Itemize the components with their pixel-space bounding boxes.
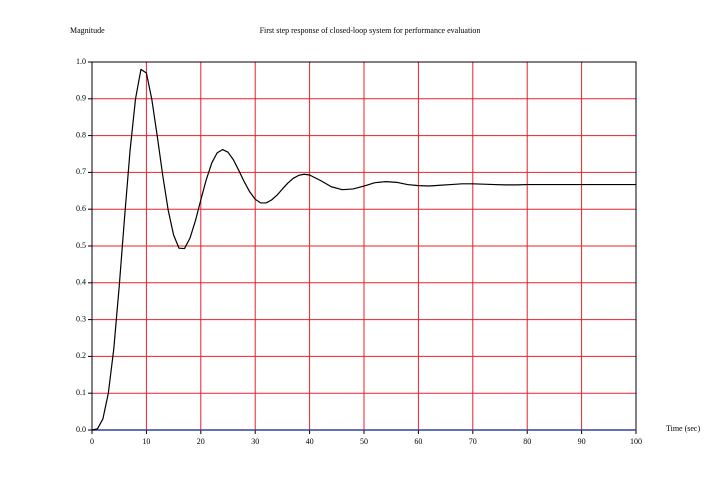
y-tick-label: 0.7 xyxy=(76,167,86,176)
response-line xyxy=(91,68,636,431)
y-tick-label: 0.5 xyxy=(76,241,86,250)
y-tick-label: 0.0 xyxy=(76,425,86,434)
x-axis-label: Time (sec) xyxy=(666,424,700,433)
x-tick-label: 100 xyxy=(630,437,642,446)
y-tick-label: 0.4 xyxy=(76,278,86,287)
x-tick-label: 60 xyxy=(414,437,422,446)
y-tick-label: 0.6 xyxy=(76,204,86,213)
y-tick-label: 0.1 xyxy=(76,388,86,397)
x-tick-label: 0 xyxy=(90,437,94,446)
y-tick-label: 0.9 xyxy=(76,94,86,103)
x-tick-label: 90 xyxy=(578,437,586,446)
y-tick-label: 0.2 xyxy=(76,351,86,360)
x-tick-label: 30 xyxy=(251,437,259,446)
x-tick-label: 70 xyxy=(469,437,477,446)
y-tick-label: 1.0 xyxy=(76,57,86,66)
x-tick-label: 20 xyxy=(197,437,205,446)
x-tick-label: 80 xyxy=(523,437,531,446)
y-axis-label: Magnitude xyxy=(70,26,105,35)
y-tick-label: 0.3 xyxy=(76,314,86,323)
chart-title: First step response of closed-loop syste… xyxy=(260,26,481,35)
x-tick-label: 50 xyxy=(360,437,368,446)
x-tick-label: 40 xyxy=(306,437,314,446)
y-tick-label: 0.8 xyxy=(76,130,86,139)
x-tick-label: 10 xyxy=(142,437,150,446)
